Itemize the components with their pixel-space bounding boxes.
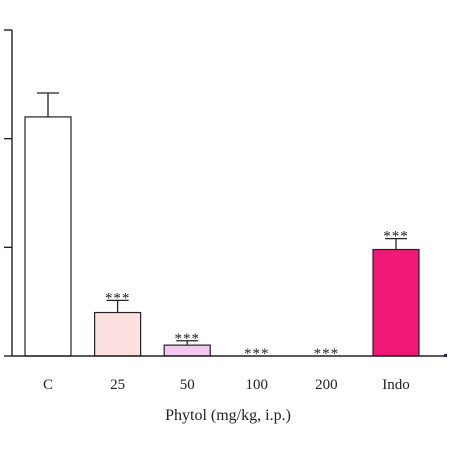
significance-label-25: *** bbox=[105, 290, 131, 306]
significance-label-200: *** bbox=[314, 346, 340, 362]
x-tick-label-200: 200 bbox=[315, 377, 338, 393]
bars-group bbox=[24, 116, 420, 357]
x-tick-label-50: 50 bbox=[180, 377, 195, 393]
significance-label-Indo: *** bbox=[383, 229, 409, 245]
significance-label-100: *** bbox=[244, 346, 270, 362]
x-tick-label-Indo: Indo bbox=[382, 377, 410, 393]
x-tick-label-100: 100 bbox=[246, 377, 269, 393]
x-axis-title: Phytol (mg/kg, i.p.) bbox=[165, 407, 291, 424]
x-axis bbox=[12, 354, 447, 357]
bar-25 bbox=[93, 311, 142, 357]
significance-label-50: *** bbox=[174, 331, 200, 347]
significance-labels-group: *** *** *** *** *** bbox=[105, 229, 409, 362]
y-axis bbox=[4, 29, 13, 357]
x-tick-label-C: C bbox=[43, 377, 53, 393]
x-tick-labels-group: C 25 50 100 200 Indo bbox=[43, 377, 410, 393]
bar-C bbox=[24, 116, 72, 357]
error-bars-group bbox=[37, 92, 407, 346]
bar-Indo bbox=[372, 248, 420, 357]
x-tick-label-25: 25 bbox=[110, 377, 125, 393]
x-axis-end-marker bbox=[444, 354, 447, 357]
